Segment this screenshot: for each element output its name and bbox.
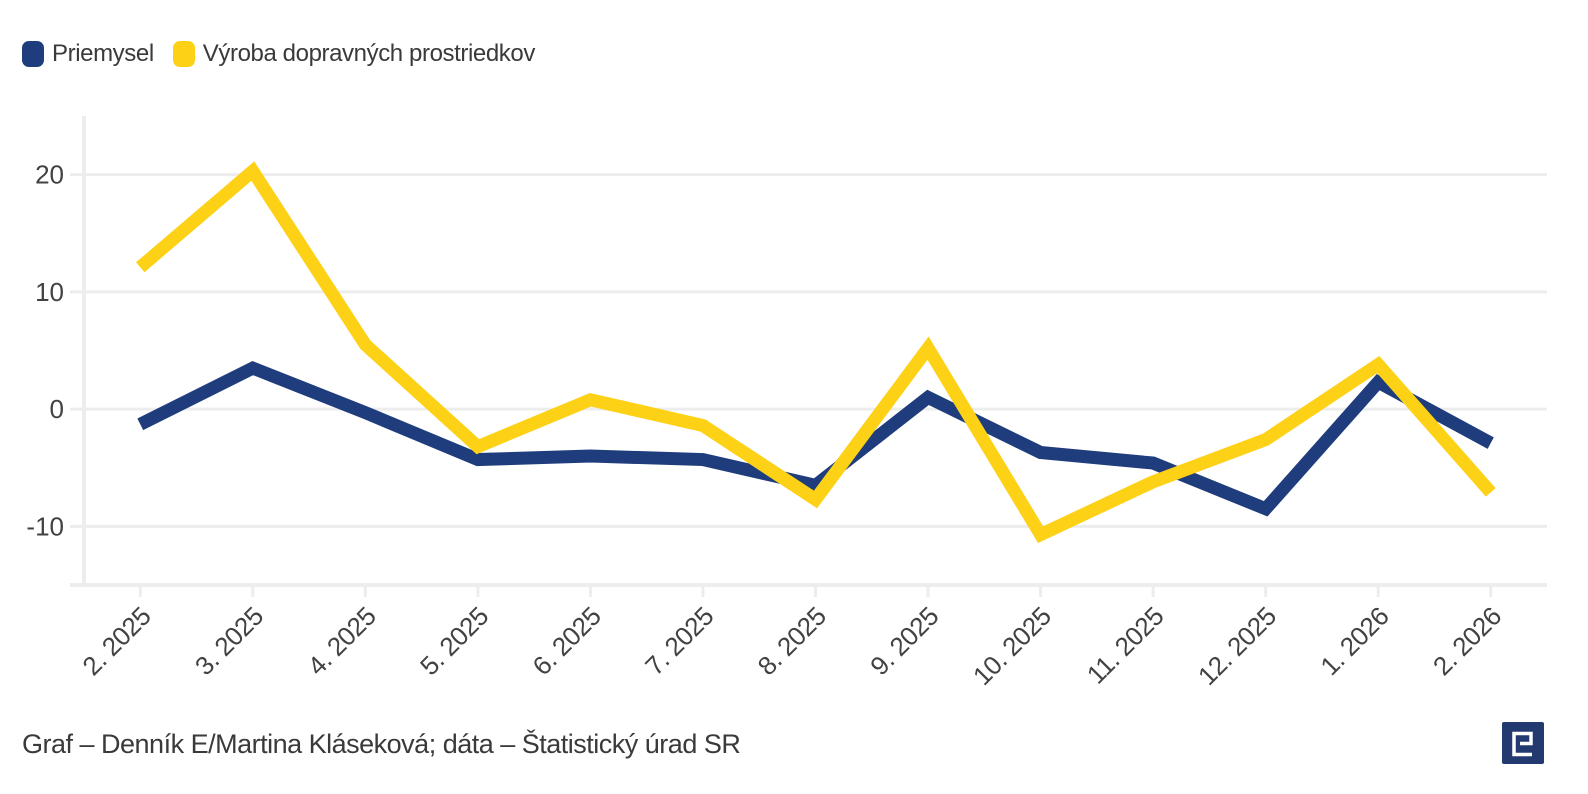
- x-tick-label: 6. 2025: [527, 601, 607, 681]
- y-tick-label: -10: [26, 511, 64, 541]
- x-tick-label: 2. 2025: [76, 601, 156, 681]
- x-tick-label: 12. 2025: [1192, 601, 1282, 691]
- x-tick-label: 5. 2025: [414, 601, 494, 681]
- chart-footer: Graf – Denník E/Martina Kláseková; dáta …: [22, 722, 1566, 764]
- x-tick-label: 3. 2025: [189, 601, 269, 681]
- legend-swatch-vyroba: [172, 41, 195, 67]
- x-tick-label: 8. 2025: [752, 601, 832, 681]
- line-chart: 20 10 0 -10 2. 2025 3. 2025 4. 2025 5. 2025 6. 2…: [26, 116, 1547, 691]
- dennik-e-glyph: [1512, 731, 1533, 757]
- x-tick-label: 7. 2025: [639, 601, 719, 681]
- legend-item-priemysel: Priemysel: [22, 40, 154, 68]
- credit-text: Graf – Denník E/Martina Kláseková; dáta …: [22, 729, 741, 759]
- x-tick-label: 10. 2025: [967, 601, 1057, 691]
- series-line-priemysel: [137, 360, 1494, 517]
- x-tick-label: 9. 2025: [864, 601, 944, 681]
- legend-label-priemysel: Priemysel: [52, 40, 154, 67]
- x-tick-label: 1. 2026: [1314, 601, 1394, 681]
- y-tick-label: 0: [50, 394, 64, 424]
- legend-swatch-priemysel: [22, 41, 44, 67]
- legend-label-vyroba: Výroba dopravných prostriedkov: [202, 40, 536, 67]
- dennik-e-glyph-svg: [1512, 731, 1533, 757]
- chart-legend: Priemysel Výroba dopravných prostriedkov: [22, 40, 535, 68]
- y-tick-label: 20: [35, 160, 64, 190]
- dennik-e-logo: [1502, 722, 1544, 764]
- x-tick-label: 4. 2025: [302, 601, 382, 681]
- x-tick-label: 11. 2025: [1081, 601, 1170, 690]
- legend-item-vyroba: Výroba dopravných prostriedkov: [172, 40, 536, 68]
- series-line-vyroba: [136, 161, 1496, 543]
- x-tick-label: 2. 2026: [1427, 601, 1507, 681]
- y-tick-label: 10: [35, 277, 64, 307]
